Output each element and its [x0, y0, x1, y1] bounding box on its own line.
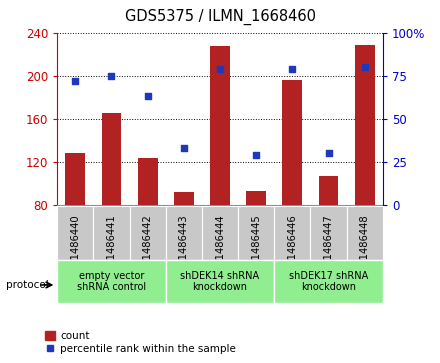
Legend: count, percentile rank within the sample: count, percentile rank within the sample: [45, 331, 236, 354]
Bar: [347, 206, 383, 260]
Text: GSM1486440: GSM1486440: [70, 214, 80, 281]
Bar: [102, 114, 121, 205]
Text: GSM1486442: GSM1486442: [143, 214, 153, 281]
Text: GSM1486445: GSM1486445: [251, 214, 261, 281]
Bar: [274, 206, 311, 260]
Point: [289, 66, 296, 72]
Point: [180, 145, 187, 151]
Point: [325, 150, 332, 156]
Point: [361, 64, 368, 70]
Bar: [311, 206, 347, 260]
Text: GSM1486443: GSM1486443: [179, 214, 189, 281]
Bar: [57, 206, 93, 260]
Text: GSM1486441: GSM1486441: [106, 214, 117, 281]
Bar: [274, 260, 383, 303]
Point: [216, 66, 224, 72]
Bar: [202, 206, 238, 260]
Text: empty vector
shRNA control: empty vector shRNA control: [77, 271, 146, 293]
Bar: [355, 45, 375, 205]
Text: protocol: protocol: [6, 280, 48, 290]
Point: [253, 152, 260, 158]
Bar: [246, 191, 266, 205]
Bar: [238, 206, 274, 260]
Text: GSM1486444: GSM1486444: [215, 214, 225, 281]
Bar: [57, 260, 166, 303]
Point: [144, 94, 151, 99]
Text: shDEK14 shRNA
knockdown: shDEK14 shRNA knockdown: [180, 271, 260, 293]
Text: GSM1486448: GSM1486448: [360, 214, 370, 281]
Text: GSM1486447: GSM1486447: [323, 214, 334, 281]
Text: GDS5375 / ILMN_1668460: GDS5375 / ILMN_1668460: [125, 9, 315, 25]
Bar: [319, 176, 338, 205]
Point: [108, 73, 115, 79]
Bar: [166, 260, 274, 303]
Bar: [129, 206, 166, 260]
Text: GSM1486446: GSM1486446: [287, 214, 297, 281]
Bar: [138, 158, 158, 205]
Point: [72, 78, 79, 84]
Bar: [166, 206, 202, 260]
Bar: [174, 192, 194, 205]
Bar: [93, 206, 129, 260]
Bar: [282, 80, 302, 205]
Text: shDEK17 shRNA
knockdown: shDEK17 shRNA knockdown: [289, 271, 368, 293]
Bar: [210, 46, 230, 205]
Bar: [66, 153, 85, 205]
